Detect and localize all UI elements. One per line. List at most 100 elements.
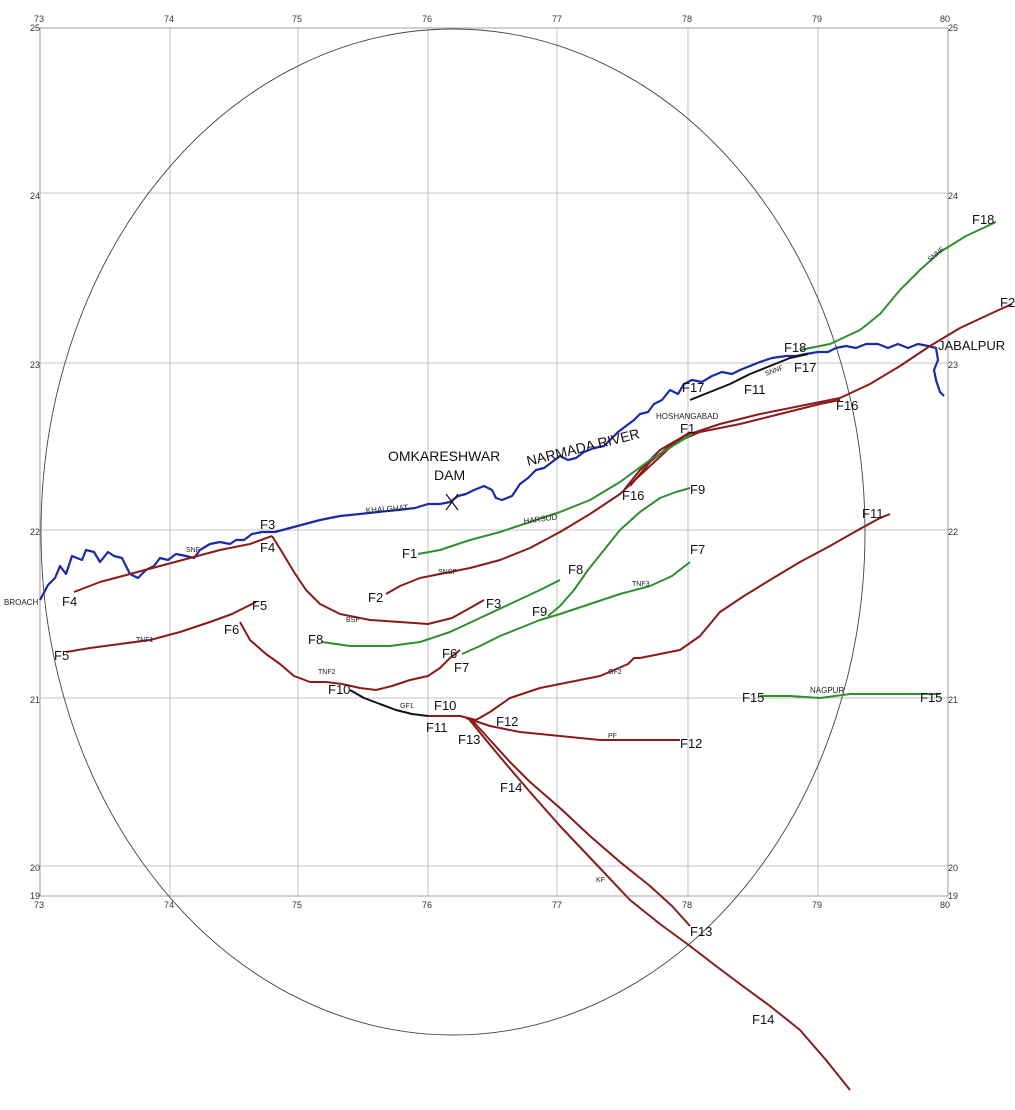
fault-snsf-line bbox=[385, 431, 691, 595]
lat-tick: 23 bbox=[30, 360, 40, 370]
harsud-label: HARSUD bbox=[523, 512, 558, 526]
fault-f8-line bbox=[321, 579, 561, 647]
fault-f15-line bbox=[760, 693, 940, 699]
lon-ticks-bottom: 73 74 75 76 77 78 79 80 bbox=[34, 900, 950, 910]
fault-f16-f2-line bbox=[623, 303, 1013, 491]
fault-f7-line bbox=[461, 561, 691, 655]
code-pf: PF bbox=[608, 733, 617, 740]
fault-label: F4 bbox=[260, 540, 275, 555]
fault-f1-line bbox=[417, 433, 693, 555]
lat-tick: 19 bbox=[30, 891, 40, 901]
lon-tick: 78 bbox=[682, 14, 692, 24]
fault-f17-line bbox=[689, 353, 809, 401]
graticule bbox=[40, 28, 948, 896]
fault-label: F15 bbox=[920, 690, 942, 705]
fault-label: F9 bbox=[690, 482, 705, 497]
code-tnf3: TNF3 bbox=[632, 581, 650, 588]
lat-tick: 19 bbox=[948, 891, 958, 901]
lat-tick: 22 bbox=[948, 527, 958, 537]
fault-label: F8 bbox=[308, 632, 323, 647]
fault-label: F1 bbox=[680, 421, 695, 436]
lat-tick: 20 bbox=[30, 863, 40, 873]
code-bsf: BSF bbox=[346, 617, 360, 624]
lon-tick: 79 bbox=[812, 14, 822, 24]
fault-label: F16 bbox=[836, 398, 858, 413]
fault-label: F3 bbox=[260, 517, 275, 532]
lat-tick: 23 bbox=[948, 360, 958, 370]
lon-tick: 76 bbox=[422, 14, 432, 24]
fault-label: F18 bbox=[784, 340, 806, 355]
fault-label: F9 bbox=[532, 604, 547, 619]
lat-tick: 24 bbox=[30, 191, 40, 201]
lon-tick: 77 bbox=[552, 900, 562, 910]
code-snnf-2: SNNF bbox=[927, 246, 946, 264]
dam-marker bbox=[445, 493, 459, 511]
fault-label: F3 bbox=[486, 596, 501, 611]
lon-tick: 75 bbox=[292, 14, 302, 24]
dam-label-line1: OMKARESHWAR bbox=[388, 448, 500, 464]
fault-pf-line bbox=[465, 717, 680, 741]
code-snf: SNF bbox=[186, 547, 200, 554]
fault-label: F5 bbox=[54, 648, 69, 663]
fault-label: F4 bbox=[62, 594, 77, 609]
lon-tick: 78 bbox=[682, 900, 692, 910]
fault-label: F12 bbox=[496, 714, 518, 729]
green-faults bbox=[321, 221, 997, 699]
black-faults bbox=[349, 353, 809, 717]
fault-label: F8 bbox=[568, 562, 583, 577]
lon-ticks-top: 73 74 75 76 77 78 79 80 bbox=[34, 14, 950, 24]
fault-label: F14 bbox=[500, 780, 522, 795]
nagpur-label: NAGPUR bbox=[810, 686, 844, 695]
lon-tick: 74 bbox=[164, 900, 174, 910]
code-tnf2: TNF2 bbox=[318, 669, 336, 676]
fault-label: F15 bbox=[742, 690, 764, 705]
fault-label: F7 bbox=[454, 660, 469, 675]
fault-label: F11 bbox=[862, 506, 883, 521]
fault-label: F16 bbox=[622, 488, 644, 503]
fault-f9-line bbox=[547, 487, 691, 617]
code-gf2: GF2 bbox=[608, 669, 622, 676]
fault-snf-line bbox=[73, 535, 273, 593]
fault-tnf2-line bbox=[239, 621, 461, 691]
dam-label-line2: DAM bbox=[434, 467, 465, 483]
fault-label: F2 bbox=[368, 590, 383, 605]
fault-label: F14 bbox=[752, 1012, 774, 1027]
lon-tick: 76 bbox=[422, 900, 432, 910]
hoshangabad-label: HOSHANGABAD bbox=[656, 412, 718, 421]
fault-label: F13 bbox=[458, 732, 480, 747]
fault-label: F17 bbox=[794, 360, 816, 375]
lon-tick: 73 bbox=[34, 900, 44, 910]
fault-label: F5 bbox=[252, 598, 267, 613]
lon-tick: 75 bbox=[292, 900, 302, 910]
code-kf: KF bbox=[596, 877, 605, 884]
fault-gf2-line bbox=[475, 513, 891, 721]
lon-tick: 80 bbox=[940, 14, 950, 24]
code-gf1: GF1 bbox=[400, 703, 414, 710]
lat-tick: 21 bbox=[948, 695, 958, 705]
fault-label: F12 bbox=[680, 736, 702, 751]
fault-label: F11 bbox=[426, 720, 447, 735]
radius-circle bbox=[40, 28, 866, 1036]
lat-tick: 25 bbox=[30, 23, 40, 33]
lon-tick: 77 bbox=[552, 14, 562, 24]
fault-f16-parallel-line bbox=[629, 399, 841, 487]
fault-label: F6 bbox=[224, 622, 239, 637]
lat-ticks-left: 25 24 23 22 21 20 19 bbox=[30, 23, 40, 901]
fault-label: F1 bbox=[402, 546, 417, 561]
fault-label: F18 bbox=[972, 212, 994, 227]
lat-tick: 22 bbox=[30, 527, 40, 537]
fault-bsf-line bbox=[271, 535, 485, 625]
red-faults bbox=[65, 303, 1013, 1091]
lon-tick: 80 bbox=[940, 900, 950, 910]
river-label: NARMADA RIVER bbox=[525, 425, 641, 469]
lon-tick: 79 bbox=[812, 900, 822, 910]
lat-tick: 25 bbox=[948, 23, 958, 33]
khalghat-label: KHALGHAT bbox=[366, 503, 409, 515]
fault-label: F2 bbox=[1000, 295, 1015, 310]
fault-tnf1-line bbox=[65, 601, 257, 653]
narmada-river-line bbox=[39, 342, 945, 601]
code-snsf: SNSF bbox=[438, 569, 457, 576]
fault-kf-line bbox=[467, 717, 851, 1091]
fault-label: F10 bbox=[328, 682, 350, 697]
